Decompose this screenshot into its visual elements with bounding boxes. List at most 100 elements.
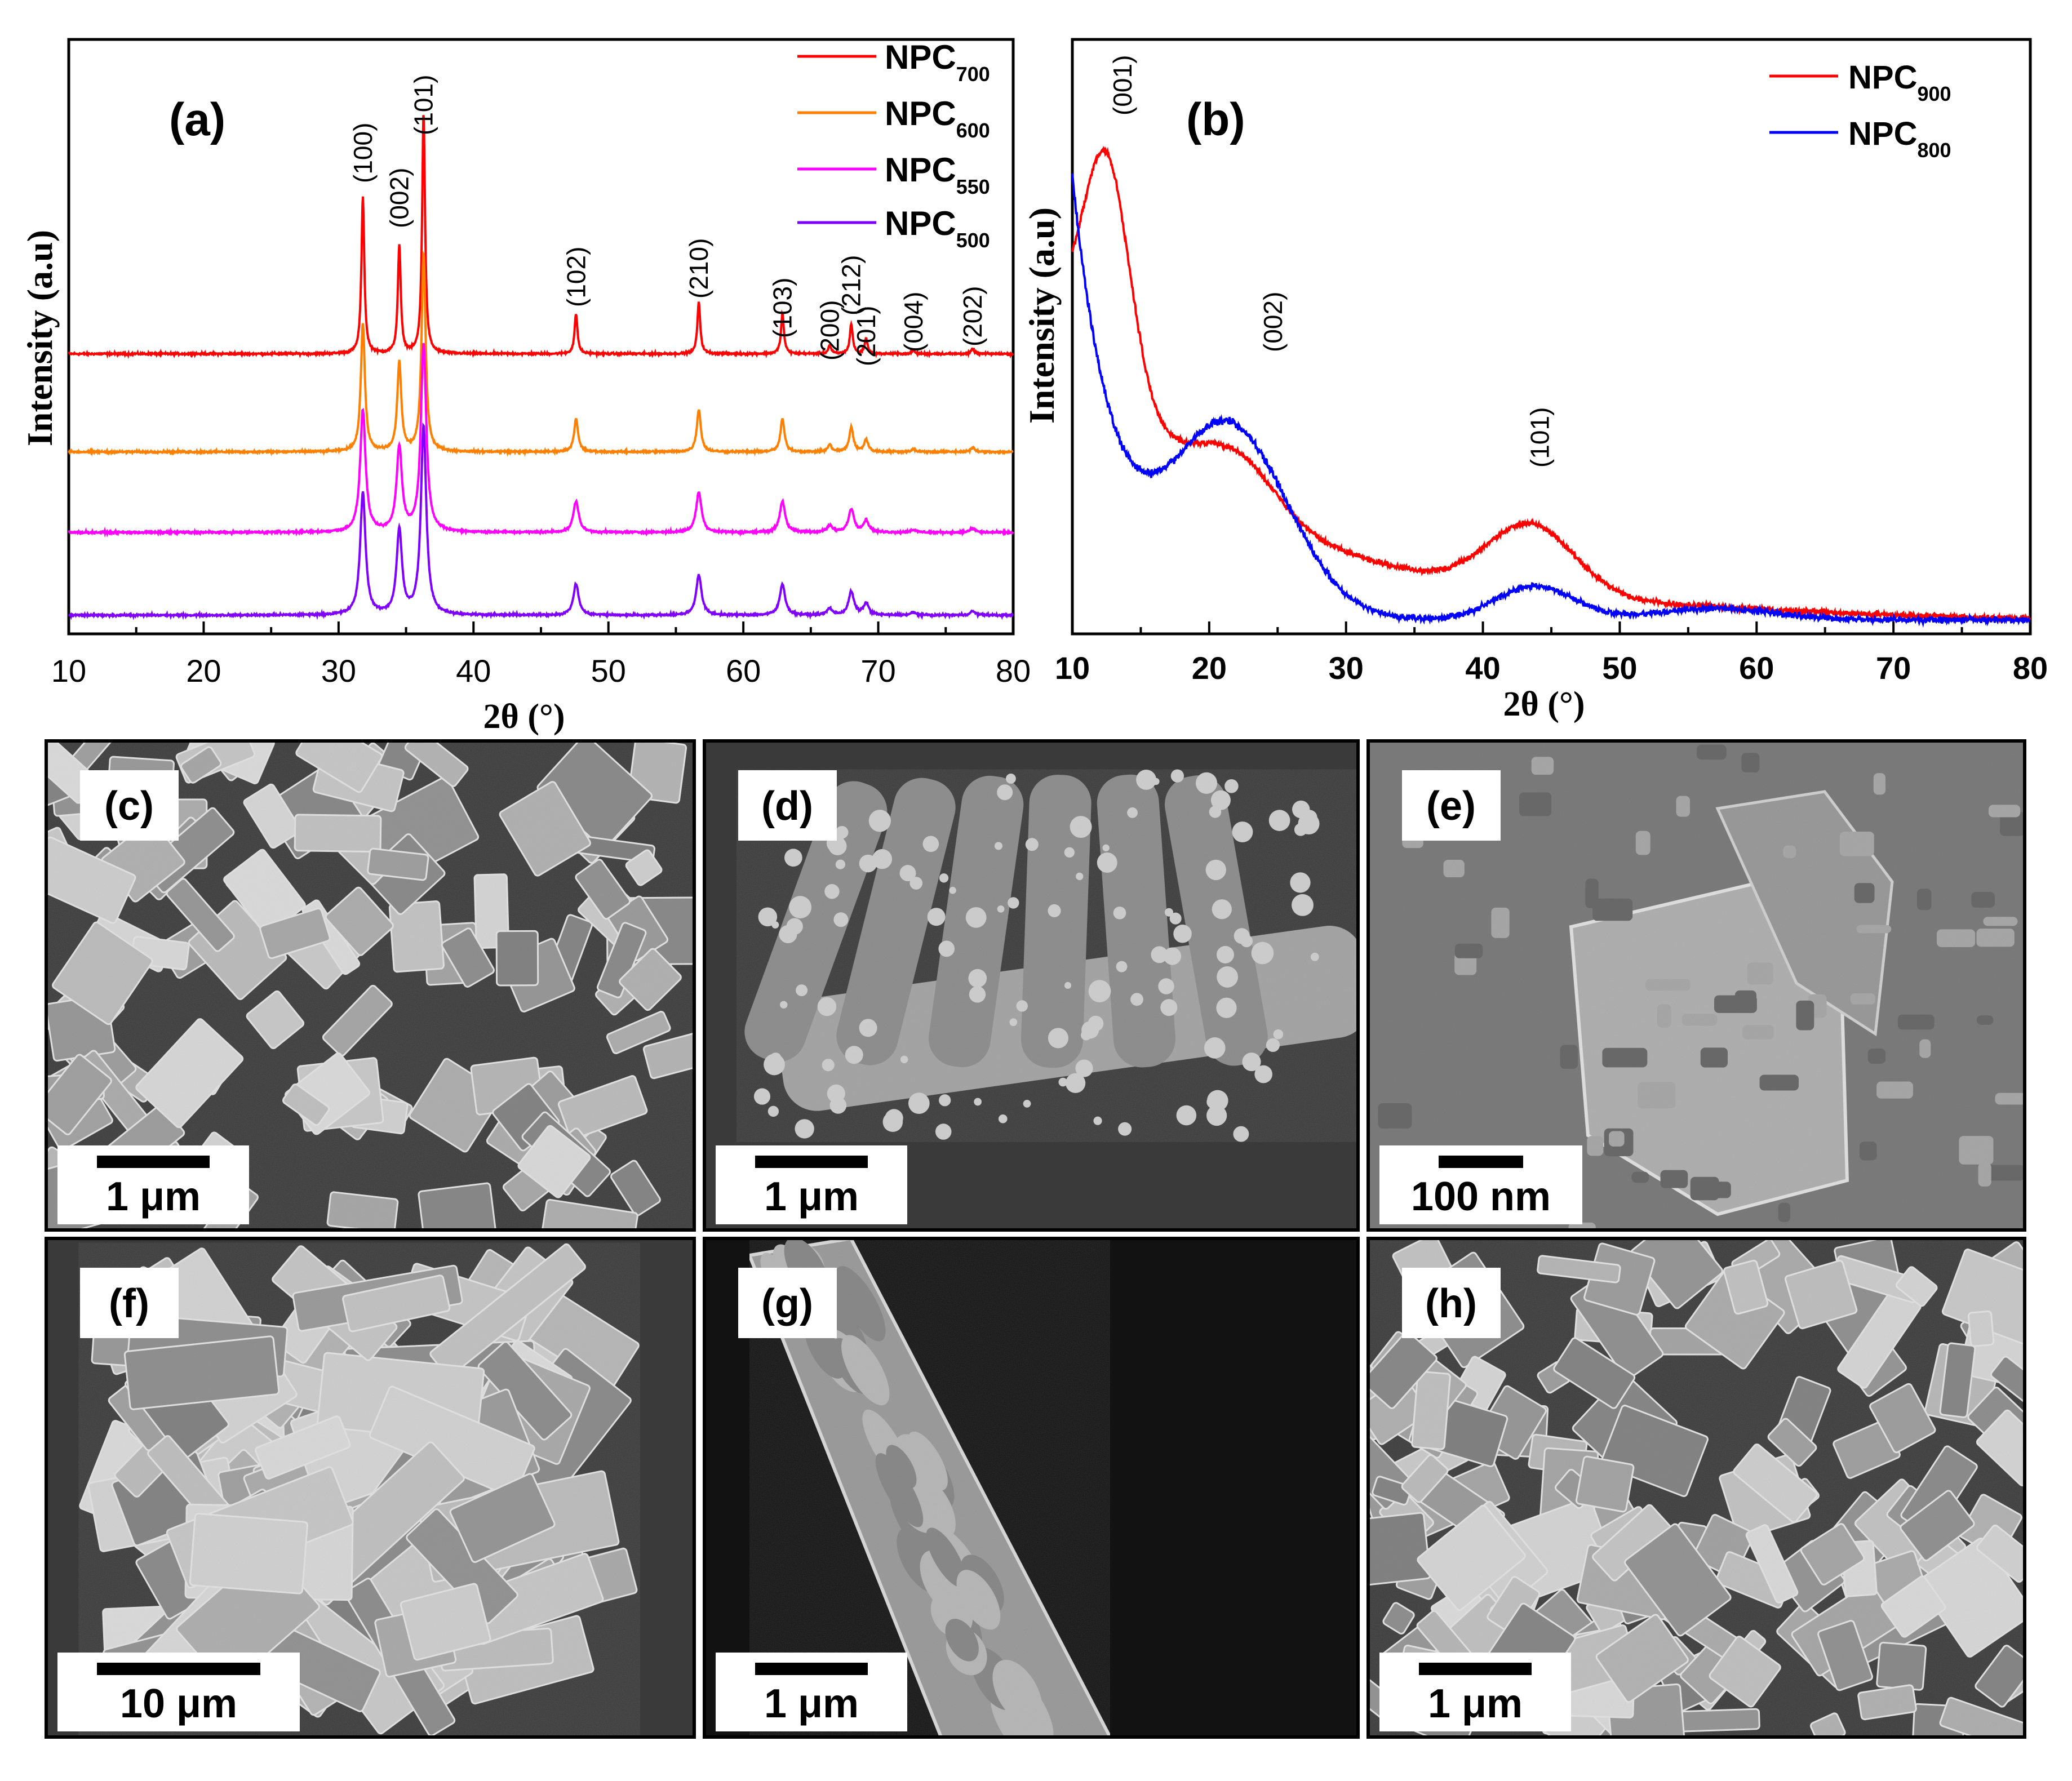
series-line-NPC700 — [68, 115, 1014, 359]
legend-label: NPC600 — [885, 95, 990, 142]
x-tick-label: 40 — [456, 653, 491, 689]
series-line-NPC600 — [68, 250, 1014, 458]
sem-particles — [744, 769, 1358, 1142]
legend-label: NPC900 — [1848, 59, 1951, 105]
chart-panel-a: (a) (100)(002)(101)(102) (210)(103) (200)(… — [20, 38, 1031, 736]
x-tick-label: 50 — [1602, 650, 1637, 686]
panel-label-a: (a) — [169, 94, 225, 145]
sem-particles — [1368, 1238, 2025, 1737]
sem-image-e: (e) 100 nm — [1366, 739, 2026, 1232]
x-tick-label: 50 — [591, 653, 626, 689]
sem-panel-label: (f) — [109, 1281, 149, 1326]
peak-labels-b: (001) (002) (101) — [1108, 55, 1555, 468]
scale-bar-label: 100 nm — [1411, 1174, 1551, 1219]
panel-label-b: (b) — [1186, 94, 1245, 145]
peak-label: (201) — [851, 306, 881, 366]
sem-frame — [1366, 739, 2026, 1232]
sem-panel-label: (h) — [1425, 1281, 1477, 1326]
scale-bar-label: 10 μm — [120, 1681, 237, 1726]
x-tick-label: 10 — [51, 653, 86, 689]
sem-panel-label: (d) — [761, 784, 813, 829]
sem-panel-label: (e) — [1426, 784, 1476, 829]
x-tick-label: 20 — [186, 653, 221, 689]
sem-image-c: (c) 1 μm — [45, 739, 696, 1232]
peak-label: (102) — [561, 247, 591, 307]
y-axis-label-b: Intensity (a.u) — [1022, 207, 1062, 424]
x-tick-label: 30 — [321, 653, 356, 689]
sem-particles — [747, 1238, 1112, 1737]
scale-bar — [1439, 1156, 1523, 1168]
x-tick-label: 80 — [2013, 650, 2048, 686]
peak-labels-a: (100)(002) (101) (102) (210) (103) (200)(212)… — [348, 75, 987, 366]
scale-bar-label: 1 μm — [106, 1174, 201, 1219]
x-tick-label: 60 — [726, 653, 761, 689]
sem-label-box — [1402, 1268, 1501, 1338]
x-tick-label: 70 — [1876, 650, 1911, 686]
x-axis-ticks-b: 10 20 30 40 50 60 70 80 — [1055, 621, 2048, 686]
sem-particles — [46, 741, 694, 1230]
peak-label: (101) — [1525, 407, 1555, 468]
peak-label: (004) — [899, 292, 928, 352]
series-line-NPC900 — [1071, 145, 2031, 625]
x-tick-label: 40 — [1465, 650, 1500, 686]
series-line-NPC550 — [68, 343, 1014, 538]
scale-bar — [1419, 1663, 1532, 1675]
scale-bar-label: 1 μm — [764, 1681, 859, 1726]
legend-label: NPC500 — [885, 205, 990, 252]
sem-frame — [45, 739, 696, 1232]
sem-panel-label: (c) — [104, 784, 154, 829]
sem-label-box — [80, 1268, 179, 1338]
peak-label: (202) — [958, 286, 987, 347]
sem-frame — [703, 1237, 1360, 1739]
sem-frame — [1366, 1237, 2026, 1739]
sem-image-h: (h) 1 μm — [1366, 1237, 2026, 1739]
chart-panel-b: (b) (001) (002) (101) NPC900 NPC800 10 20 30 4… — [1022, 38, 2048, 723]
legend-b: NPC900 NPC800 — [1769, 59, 1951, 162]
peak-label: (210) — [684, 238, 713, 299]
peak-label: (200) — [815, 300, 844, 361]
scale-bar — [97, 1156, 210, 1168]
x-tick-label: 80 — [996, 653, 1031, 689]
sem-image-f: (f) 10 μm — [45, 1237, 696, 1739]
xrd-curves-a — [68, 115, 1014, 620]
legend-label: NPC700 — [885, 38, 990, 86]
legend-label: NPC800 — [1848, 116, 1951, 162]
peak-label: (212) — [837, 255, 866, 316]
x-axis-label-b: 2θ (°) — [1503, 685, 1585, 723]
peak-label: (001) — [1108, 55, 1137, 116]
series-line-NPC800 — [1071, 173, 2031, 628]
peak-label: (101) — [409, 75, 438, 135]
sem-label-box — [80, 770, 179, 841]
scale-bar-label: 1 μm — [1428, 1681, 1523, 1726]
scale-bar — [97, 1663, 260, 1675]
sem-panel-label: (g) — [761, 1281, 813, 1326]
legend-label: NPC550 — [885, 151, 990, 198]
x-axis-ticks-a: 10 20 30 40 50 60 70 80 — [51, 621, 1031, 689]
sem-image-grid: (c)1 μm(d)1 μm(e)100 nm(f)10 μm(g)1 μm(h… — [45, 739, 2026, 1739]
sem-label-box — [738, 1268, 837, 1338]
peak-label: (002) — [385, 168, 414, 228]
sem-image-g: (g) 1 μm — [703, 1237, 1360, 1739]
peak-label: (103) — [768, 278, 797, 338]
sem-frame — [703, 739, 1360, 1232]
sem-label-box — [738, 770, 837, 841]
x-tick-label: 60 — [1739, 650, 1774, 686]
x-tick-label: 30 — [1329, 650, 1364, 686]
y-axis-label-a: Intensity (a.u) — [20, 230, 60, 446]
scale-bar — [755, 1663, 868, 1675]
series-line-NPC500 — [68, 422, 1014, 620]
peak-label: (002) — [1258, 292, 1288, 352]
x-tick-label: 10 — [1055, 650, 1090, 686]
legend-a: NPC700 NPC600 NPC550 NPC500 — [797, 38, 990, 252]
sem-label-box — [1402, 770, 1501, 841]
x-tick-label: 20 — [1192, 650, 1227, 686]
peak-label: (100) — [348, 123, 378, 183]
sem-frame — [45, 1237, 696, 1739]
scale-bar — [755, 1156, 868, 1168]
sem-image-d: (d) 1 μm — [703, 739, 1360, 1232]
sem-particles — [79, 1243, 640, 1736]
scale-bar-label: 1 μm — [764, 1174, 859, 1219]
xrd-curves-b — [1071, 145, 2031, 628]
x-axis-label-a: 2θ (°) — [483, 698, 565, 736]
